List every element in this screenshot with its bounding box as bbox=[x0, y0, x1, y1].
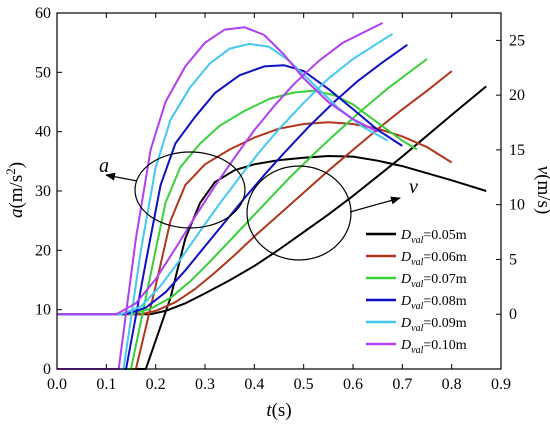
acceleration-line bbox=[57, 64, 403, 370]
x-tick-label: 0.9 bbox=[491, 376, 511, 393]
y-right-tick-label: 20 bbox=[509, 87, 525, 104]
legend-label: Dval=0.06m bbox=[400, 250, 467, 268]
y-right-tick-label: 15 bbox=[509, 142, 525, 159]
y-right-tick-label: 5 bbox=[509, 251, 517, 268]
velocity-line bbox=[57, 58, 428, 316]
y-axis-right-label: v(m/s) bbox=[533, 166, 550, 215]
x-tick-label: 0.3 bbox=[195, 376, 215, 393]
acceleration-line bbox=[57, 89, 418, 370]
annotations: av bbox=[99, 151, 418, 261]
y-right-tick-label: 25 bbox=[509, 32, 525, 49]
x-tick-label: 0.4 bbox=[244, 376, 264, 393]
acceleration-line bbox=[57, 26, 379, 370]
y-right-tick-label: 0 bbox=[509, 306, 517, 323]
y-left-tick-label: 0 bbox=[43, 361, 51, 378]
acceleration-line bbox=[57, 121, 453, 370]
axis-labels: a(m/s2) v(m/s) t(s) bbox=[3, 162, 550, 421]
series-group bbox=[57, 22, 487, 370]
x-tick-label: 0.2 bbox=[146, 376, 166, 393]
x-tick-label: 0.0 bbox=[47, 376, 67, 393]
acceleration-annotation: a bbox=[99, 155, 109, 177]
series-0.10 bbox=[57, 22, 384, 370]
y-left-tick-label: 40 bbox=[35, 124, 51, 141]
y-axis-left-label: a(m/s2) bbox=[3, 162, 27, 218]
velocity-arrow bbox=[349, 196, 401, 213]
x-tick-label: 0.8 bbox=[442, 376, 462, 393]
y-right-tick-label: 10 bbox=[509, 197, 525, 214]
velocity-line bbox=[57, 43, 408, 316]
x-axis-label: t(s) bbox=[266, 400, 291, 421]
legend-entry-0.08: Dval=0.08m bbox=[366, 294, 467, 312]
y-left-tick-label: 60 bbox=[35, 5, 51, 22]
velocity-annotation: v bbox=[409, 176, 418, 198]
y-left-tick-label: 10 bbox=[35, 302, 51, 319]
plot-frame: 0.0 0.1 0.2 0.3 0.4 0.5 0.6 0.7 0.8 0.9 0 10 20 30 40 5… bbox=[35, 5, 525, 393]
y-left-tick-label: 20 bbox=[35, 242, 51, 259]
series-0.05 bbox=[57, 85, 487, 370]
legend-label: Dval=0.07m bbox=[400, 272, 467, 290]
x-tick-label: 0.6 bbox=[343, 376, 363, 393]
legend: Dval=0.05m Dval=0.06m Dval=0.07m Dval=0.08m… bbox=[366, 228, 467, 356]
legend-entry-0.10: Dval=0.10m bbox=[366, 338, 467, 356]
x-tick-label: 0.7 bbox=[392, 376, 412, 393]
series-0.07 bbox=[57, 58, 428, 370]
velocity-line bbox=[57, 22, 384, 316]
y-left-tick-label: 30 bbox=[35, 183, 51, 200]
velocity-line bbox=[57, 32, 394, 316]
acceleration-arrow bbox=[105, 172, 138, 182]
legend-entry-0.05: Dval=0.05m bbox=[366, 228, 467, 246]
legend-label: Dval=0.10m bbox=[400, 338, 467, 356]
velocity-line bbox=[57, 70, 453, 316]
legend-label: Dval=0.05m bbox=[400, 228, 467, 246]
acceleration-ellipse bbox=[134, 151, 246, 229]
series-0.08 bbox=[57, 43, 408, 370]
x-tick-label: 0.1 bbox=[96, 376, 116, 393]
series-0.06 bbox=[57, 70, 453, 370]
velocity-ellipse bbox=[246, 165, 352, 261]
legend-entry-0.09: Dval=0.09m bbox=[366, 316, 467, 334]
legend-entry-0.06: Dval=0.06m bbox=[366, 250, 467, 268]
velocity-line bbox=[57, 85, 487, 316]
y-left-tick-label: 50 bbox=[35, 64, 51, 81]
legend-label: Dval=0.08m bbox=[400, 294, 467, 312]
legend-label: Dval=0.09m bbox=[400, 316, 467, 334]
legend-entry-0.07: Dval=0.07m bbox=[366, 272, 467, 290]
series-0.09 bbox=[57, 32, 394, 370]
x-tick-label: 0.5 bbox=[294, 376, 314, 393]
